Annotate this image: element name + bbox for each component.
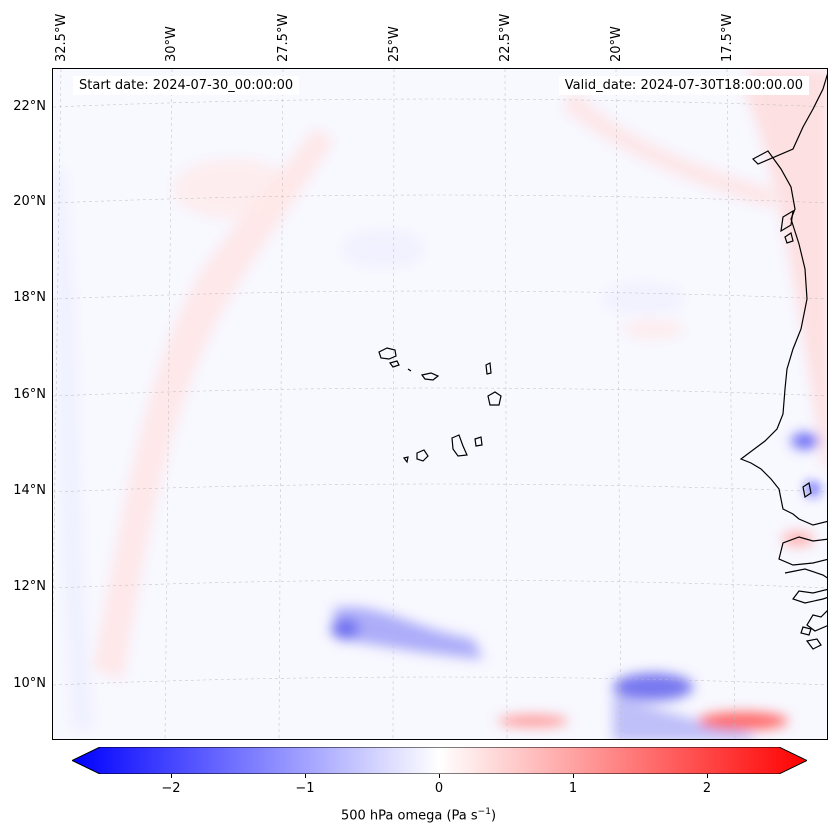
colorbar-label: 500 hPa omega (Pa s−1)	[340, 807, 497, 824]
start-date-label: Start date: 2024-07-30_00:00:00	[73, 76, 300, 95]
colorbar-bar	[72, 747, 807, 774]
lon-label-20W: 20°W	[609, 26, 624, 62]
lon-label-30W: 30°W	[164, 26, 179, 62]
lon-label-22.5W: 22.5°W	[498, 13, 513, 62]
valid-date-label: Valid_date: 2024-07-30T18:00:00.00	[558, 76, 809, 95]
lat-label-16N: 16°N	[13, 387, 46, 402]
cape-verde-islands	[378, 347, 502, 464]
graticule	[53, 69, 827, 739]
lat-label-14N: 14°N	[13, 483, 46, 498]
lon-label-32.5W: 32.5°W	[54, 13, 69, 62]
lon-label-27.5W: 27.5°W	[276, 13, 291, 62]
omega-map: Start date: 2024-07-30_00:00:00 Valid_da…	[52, 68, 828, 740]
colorbar-tickmark	[707, 774, 708, 778]
lat-label-18N: 18°N	[13, 290, 46, 305]
lon-label-17.5W: 17.5°W	[720, 13, 735, 62]
colorbar	[72, 747, 807, 774]
african-coastline	[739, 73, 827, 650]
colorbar-tickmark	[573, 774, 574, 778]
colorbar-tick-label: 2	[702, 781, 712, 796]
colorbar-tickmark	[171, 774, 172, 778]
lon-label-25W: 25°W	[387, 26, 402, 62]
lat-label-10N: 10°N	[13, 676, 46, 691]
colorbar-tick-label: 1	[568, 781, 578, 796]
colorbar-tick-label: 0	[434, 781, 444, 796]
colorbar-tickmark	[305, 774, 306, 778]
map-field-svg	[53, 69, 827, 739]
lat-label-12N: 12°N	[13, 579, 46, 594]
lat-label-20N: 20°N	[13, 194, 46, 209]
lat-label-22N: 22°N	[13, 99, 46, 114]
colorbar-tick-label: −1	[295, 781, 315, 796]
colorbar-tickmark	[439, 774, 440, 778]
colorbar-tick-label: −2	[161, 781, 181, 796]
omega-field	[53, 69, 827, 739]
